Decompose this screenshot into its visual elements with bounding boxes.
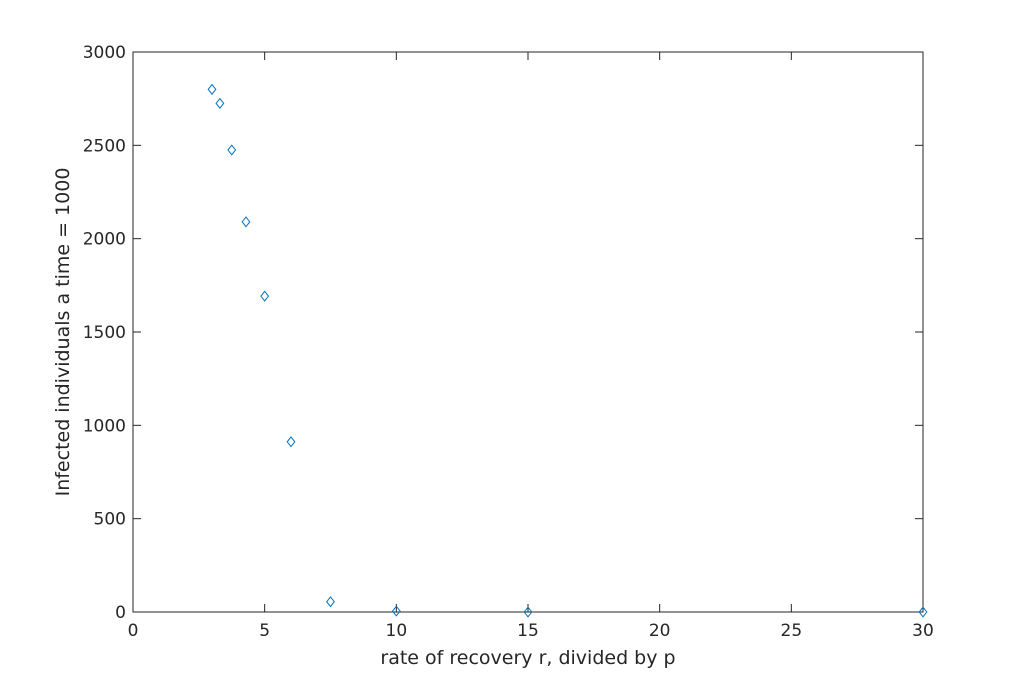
y-tick-label: 0 — [115, 603, 126, 623]
data-points — [207, 83, 928, 618]
y-tick-label: 2000 — [83, 230, 126, 250]
y-tick-label: 1000 — [83, 416, 126, 436]
x-tick-label: 30 — [912, 621, 934, 641]
y-tick-label: 2500 — [83, 136, 126, 156]
data-point — [918, 606, 928, 618]
data-point — [260, 290, 270, 302]
x-tick-label: 15 — [517, 621, 539, 641]
y-tick-label: 1500 — [83, 323, 126, 343]
y-axis-label: Infected individuals a time = 1000 — [52, 168, 74, 497]
data-point — [391, 605, 401, 617]
x-tick-label: 25 — [781, 621, 803, 641]
y-tick-label: 3000 — [83, 43, 126, 63]
x-axis-label: rate of recovery r, divided by p — [380, 647, 675, 669]
x-tick-label: 20 — [649, 621, 671, 641]
data-point — [523, 606, 533, 618]
data-point — [286, 436, 296, 448]
data-point — [207, 83, 217, 95]
data-point — [227, 144, 237, 156]
y-tick-label: 500 — [94, 510, 126, 530]
x-tick-label: 5 — [259, 621, 270, 641]
axes-box — [132, 51, 924, 613]
data-point — [215, 97, 225, 109]
x-tick-label: 10 — [386, 621, 408, 641]
plot-area-border — [132, 51, 924, 613]
ticks: 0 5 10 15 20 25 30 0 500 1000 1500 2000 2500 3000 — [83, 43, 934, 641]
x-tick-label: 0 — [128, 621, 139, 641]
data-point — [241, 216, 251, 228]
data-point — [326, 596, 335, 608]
